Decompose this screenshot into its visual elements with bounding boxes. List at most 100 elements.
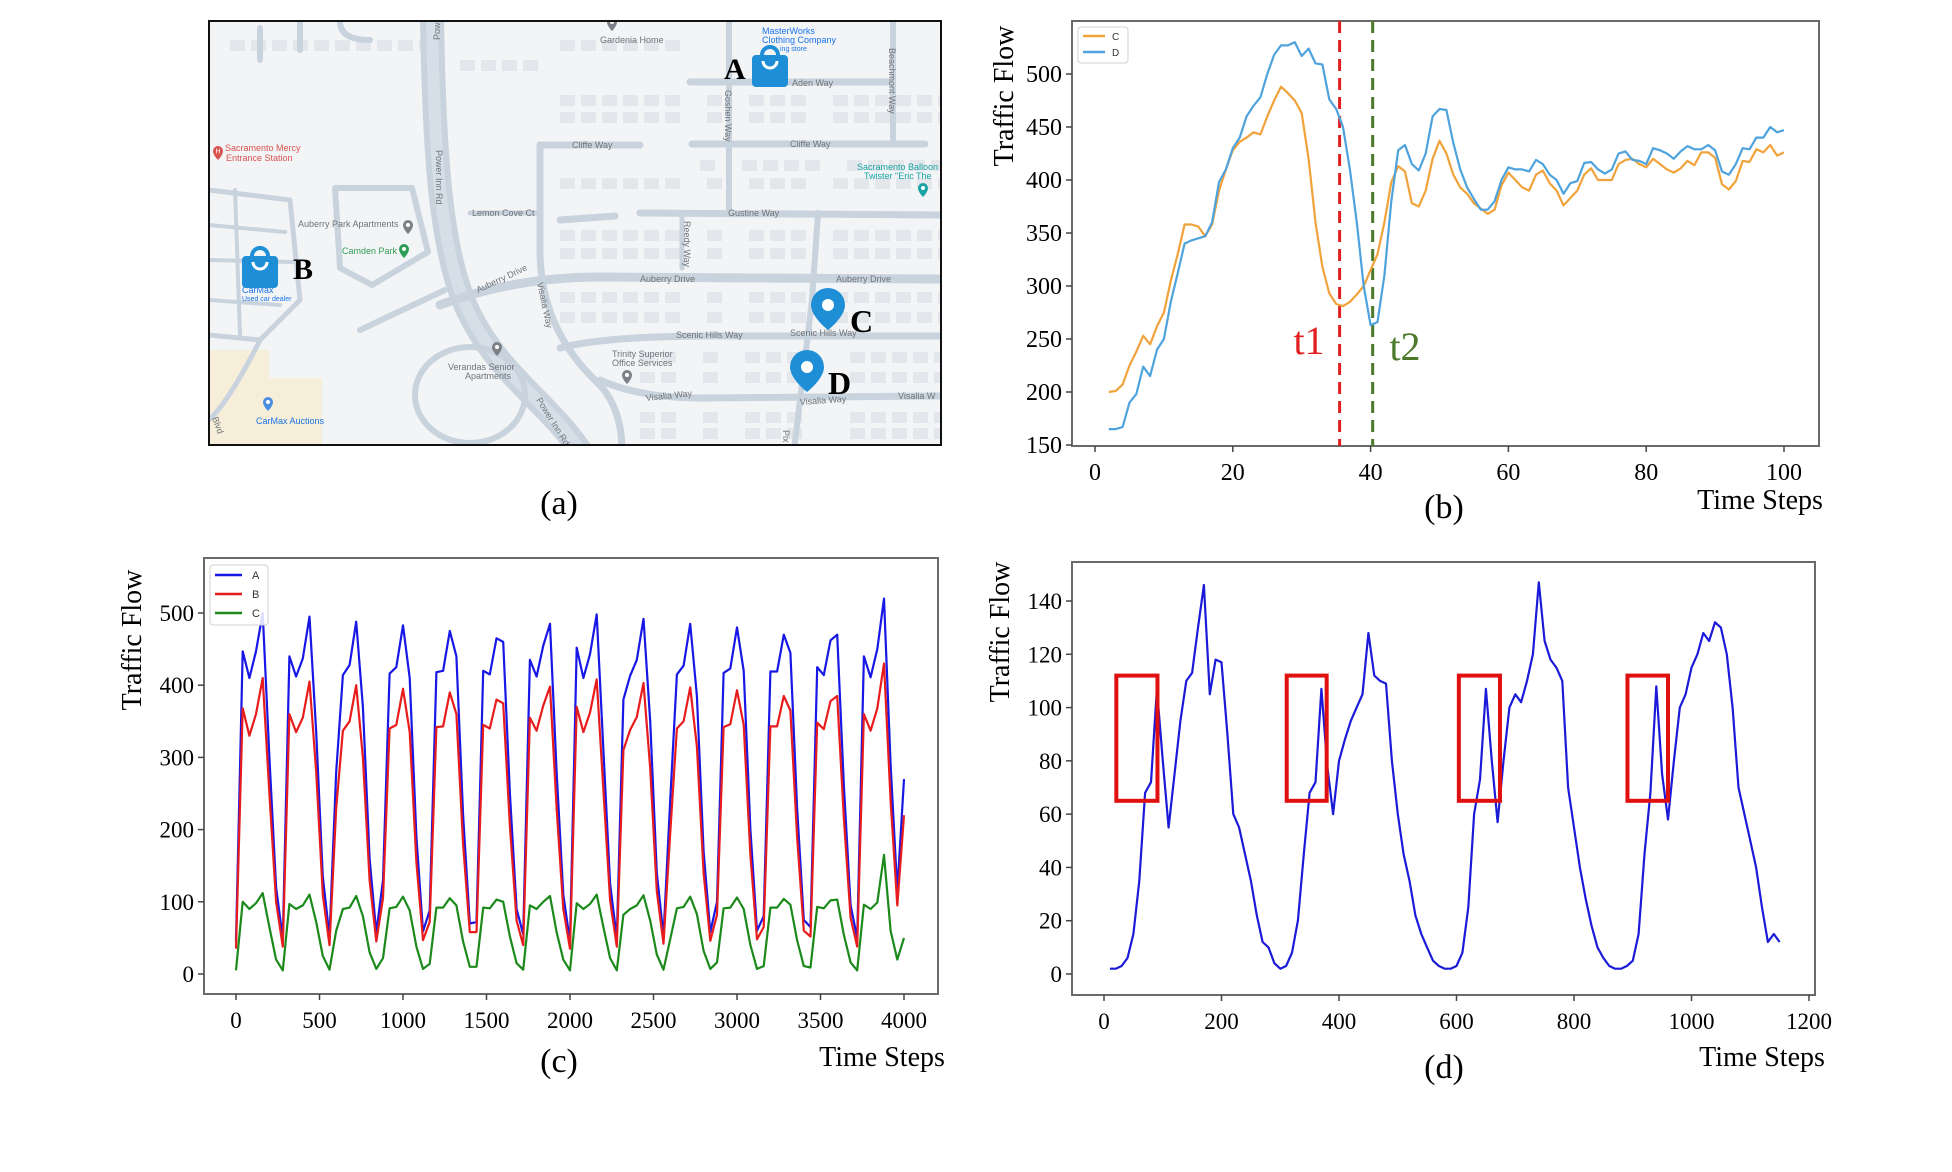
map-roads <box>209 21 941 445</box>
building <box>749 178 764 189</box>
map-label: Clothing Company <box>762 35 837 45</box>
map-area-sand <box>262 378 322 445</box>
map-label: Beachmont Way <box>887 48 897 114</box>
location-pin-icon <box>790 350 824 392</box>
building <box>854 230 869 241</box>
building <box>871 412 886 423</box>
building <box>938 95 941 106</box>
building <box>892 412 907 423</box>
road-power-inn-inner <box>426 21 584 445</box>
series-lines <box>1108 41 1785 431</box>
building <box>640 412 655 423</box>
building <box>749 230 764 241</box>
building <box>703 352 718 363</box>
x-tick-label: 1200 <box>1786 1009 1832 1034</box>
building <box>833 248 848 259</box>
building <box>875 95 890 106</box>
map-label: Verandas Senior <box>448 362 515 372</box>
building <box>665 95 680 106</box>
building <box>766 372 781 383</box>
building <box>847 160 862 171</box>
road-connector <box>791 210 821 445</box>
x-tick-label: 0 <box>1089 460 1101 486</box>
building <box>892 352 907 363</box>
building <box>581 248 596 259</box>
building <box>644 312 659 323</box>
y-axis-label: Traffic Flow <box>985 561 1016 703</box>
road-blvd <box>209 337 263 423</box>
building <box>398 40 413 51</box>
road-verandas-loop <box>412 344 528 445</box>
building <box>833 112 848 123</box>
building <box>661 412 676 423</box>
building <box>560 112 575 123</box>
building <box>917 292 932 303</box>
building <box>917 312 932 323</box>
y-tick-label: 300 <box>160 745 195 770</box>
building <box>560 312 575 323</box>
road-auberry-drive <box>435 272 941 310</box>
y-tick-label: 400 <box>160 673 195 698</box>
building <box>850 428 865 439</box>
map-label: Trinity Superior <box>612 349 673 359</box>
marker-d: D <box>790 350 851 401</box>
building <box>763 160 778 171</box>
building <box>854 248 869 259</box>
marker-c: C <box>811 288 873 339</box>
chart-panel-d: 0 200 400 600 800 1000 1200020406080100120140 … <box>985 561 1832 1086</box>
svg-text:H: H <box>216 149 221 156</box>
building <box>602 292 617 303</box>
building <box>560 178 575 189</box>
building <box>913 352 928 363</box>
building <box>602 95 617 106</box>
building <box>791 292 806 303</box>
y-tick-label: 400 <box>1026 168 1062 194</box>
building <box>703 412 718 423</box>
building <box>791 312 806 323</box>
x-tick-label: 100 <box>1766 460 1802 486</box>
x-tick-label: 800 <box>1557 1009 1592 1034</box>
building <box>742 160 757 171</box>
highlight-box <box>1625 673 1671 803</box>
building <box>581 112 596 123</box>
y-tick-label: 120 <box>1028 642 1063 667</box>
x-tick-label: 2500 <box>631 1008 677 1033</box>
y-tick-label: 100 <box>1028 696 1063 721</box>
y-tick-label: 40 <box>1039 855 1062 880</box>
building <box>938 292 941 303</box>
map-area-sand <box>209 350 269 445</box>
building <box>623 312 638 323</box>
building <box>481 60 496 71</box>
building <box>833 95 848 106</box>
building <box>745 352 760 363</box>
legend-box <box>1077 26 1129 64</box>
location-pin-icon <box>811 288 845 330</box>
building <box>707 312 722 323</box>
building <box>230 40 245 51</box>
map-label: Aden Way <box>792 78 834 88</box>
building <box>560 248 575 259</box>
building <box>665 312 680 323</box>
building <box>934 412 941 423</box>
y-tick-label: 200 <box>160 818 195 843</box>
y-tick-label: 0 <box>183 962 195 987</box>
map-label: Auberry Park Apartments <box>298 219 399 229</box>
y-tick-label: 200 <box>1026 380 1062 406</box>
map-label: Power Inn Rd <box>434 150 444 205</box>
building <box>917 95 932 106</box>
y-tick-label: 80 <box>1039 749 1062 774</box>
highlight-box <box>1284 673 1329 803</box>
building <box>460 60 475 71</box>
road-west-link <box>357 287 448 333</box>
axis-ticks: 0 500 1000 1500 2000 2500 3000 3500 4000 0 100 200 3… <box>160 601 928 1033</box>
series-line-b <box>234 662 906 950</box>
x-tick-label: 60 <box>1496 460 1520 486</box>
marker-a: A <box>724 45 788 87</box>
map-label: Auberry Drive <box>836 274 891 284</box>
building <box>850 352 865 363</box>
map-border <box>208 20 942 446</box>
shopping-bag-icon <box>752 45 788 87</box>
x-tick-label: 40 <box>1359 460 1383 486</box>
x-tick-label: 3000 <box>714 1008 760 1033</box>
map-label: Used car dealer <box>242 296 292 303</box>
